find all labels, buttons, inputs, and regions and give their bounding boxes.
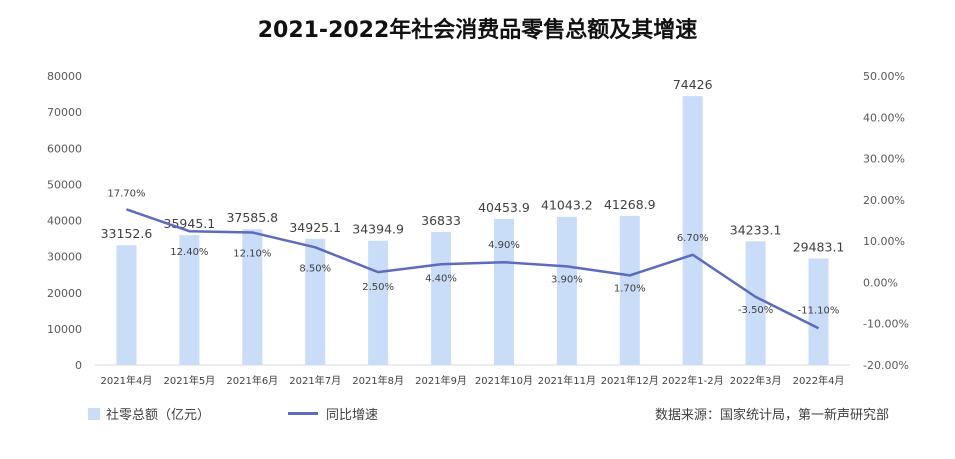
right-tick-label: 20.00% (863, 194, 905, 207)
x-tick-label: 2021年7月 (289, 374, 341, 387)
x-tick-label: 2021年12月 (601, 374, 659, 387)
line-value-label: 3.90% (551, 274, 583, 285)
left-tick-label: 10000 (47, 323, 82, 336)
x-axis-labels: 2021年4月 2021年5月 2021年6月 2021年7月 2021年8月 2021年… (101, 374, 845, 387)
bar (808, 258, 829, 365)
bar-value-label: 36833 (421, 213, 461, 228)
bar (368, 240, 389, 365)
x-tick-label: 2021年5月 (163, 374, 215, 387)
line-value-label: 6.70% (677, 233, 709, 244)
bar-value-label: 40453.9 (478, 200, 530, 215)
legend-bar: 社零总额（亿元） (88, 404, 210, 423)
bar-value-label: 41043.2 (541, 198, 593, 213)
right-tick-label: 50.00% (863, 70, 905, 83)
source-note: 数据来源：国家统计局，第一新声研究部 (654, 408, 889, 423)
left-tick-label: 50000 (47, 178, 82, 191)
left-tick-label: 70000 (47, 106, 82, 119)
line-value-label: -3.50% (738, 305, 773, 316)
x-tick-label: 2021年10月 (475, 374, 533, 387)
bar-series (116, 96, 829, 365)
bar (493, 218, 514, 365)
bar-value-label: 34925.1 (289, 220, 341, 235)
bar-value-label: 34394.9 (352, 222, 404, 237)
bar (431, 231, 452, 365)
bar (556, 216, 577, 365)
legend-line: 同比增速 (288, 404, 378, 423)
bar-value-label: 29483.1 (793, 239, 845, 254)
left-axis: 0 10000 20000 30000 40000 50000 60000 70000 8000… (47, 70, 82, 372)
bar (305, 238, 326, 365)
x-tick-label: 2021年6月 (226, 374, 278, 387)
line-value-label: 8.50% (299, 263, 331, 274)
bar-value-label: 41268.9 (604, 197, 656, 212)
growth-line (126, 208, 820, 330)
left-tick-label: 60000 (47, 142, 82, 155)
bar-value-label: 74426 (673, 77, 713, 92)
bar-value-label: 37585.8 (226, 210, 278, 225)
line-value-label: 4.40% (425, 273, 457, 284)
bar-value-label: 34233.1 (730, 222, 782, 237)
legend-bar-swatch (88, 407, 100, 420)
bar (242, 229, 263, 365)
left-tick-label: 20000 (47, 287, 82, 300)
line-value-label: -11.10% (798, 305, 840, 316)
right-tick-label: 10.00% (863, 235, 905, 248)
legend-bar-label: 社零总额（亿元） (106, 408, 211, 423)
bar (682, 96, 703, 365)
line-data-labels: 17.70% 12.40% 12.10% 8.50% 2.50% 4.40% 4.90% 3.… (107, 188, 839, 316)
line-value-label: 1.70% (614, 283, 646, 294)
line-value-label: 17.70% (107, 188, 145, 199)
left-tick-label: 30000 (47, 251, 82, 264)
legend-line-swatch (288, 412, 318, 415)
left-tick-label: 80000 (47, 70, 82, 83)
bar (619, 215, 640, 365)
x-tick-label: 2022年3月 (730, 374, 782, 387)
line-series (126, 208, 820, 330)
right-tick-label: 0.00% (863, 276, 898, 289)
line-value-label: 12.10% (233, 248, 271, 259)
left-tick-label: 40000 (47, 215, 82, 228)
x-tick-label: 2021年9月 (415, 374, 467, 387)
x-tick-label: 2022年1-2月 (662, 374, 724, 387)
bar (116, 245, 137, 365)
x-tick-label: 2021年4月 (101, 374, 153, 387)
bar (179, 235, 200, 365)
line-value-label: 4.90% (488, 240, 520, 251)
right-tick-label: -10.00% (863, 318, 909, 331)
line-value-label: 12.40% (170, 247, 208, 258)
bar (745, 241, 766, 365)
right-tick-label: 30.00% (863, 153, 905, 166)
right-tick-label: -20.00% (863, 359, 909, 372)
legend-line-label: 同比增速 (326, 408, 379, 423)
right-axis: -20.00% -10.00% 0.00% 10.00% 20.00% 30.00% 40.… (863, 70, 909, 372)
right-tick-label: 40.00% (863, 111, 905, 124)
line-value-label: 2.50% (362, 282, 394, 293)
chart-title: 2021-2022年社会消费品零售总额及其增速 (257, 18, 698, 43)
left-tick-label: 0 (75, 359, 82, 372)
x-tick-label: 2022年4月 (793, 374, 845, 387)
x-tick-label: 2021年11月 (538, 374, 596, 387)
bar-value-label: 33152.6 (101, 226, 153, 241)
combo-chart: 0 10000 20000 30000 40000 50000 60000 70000 8000… (47, 70, 909, 387)
x-tick-label: 2021年8月 (352, 374, 404, 387)
